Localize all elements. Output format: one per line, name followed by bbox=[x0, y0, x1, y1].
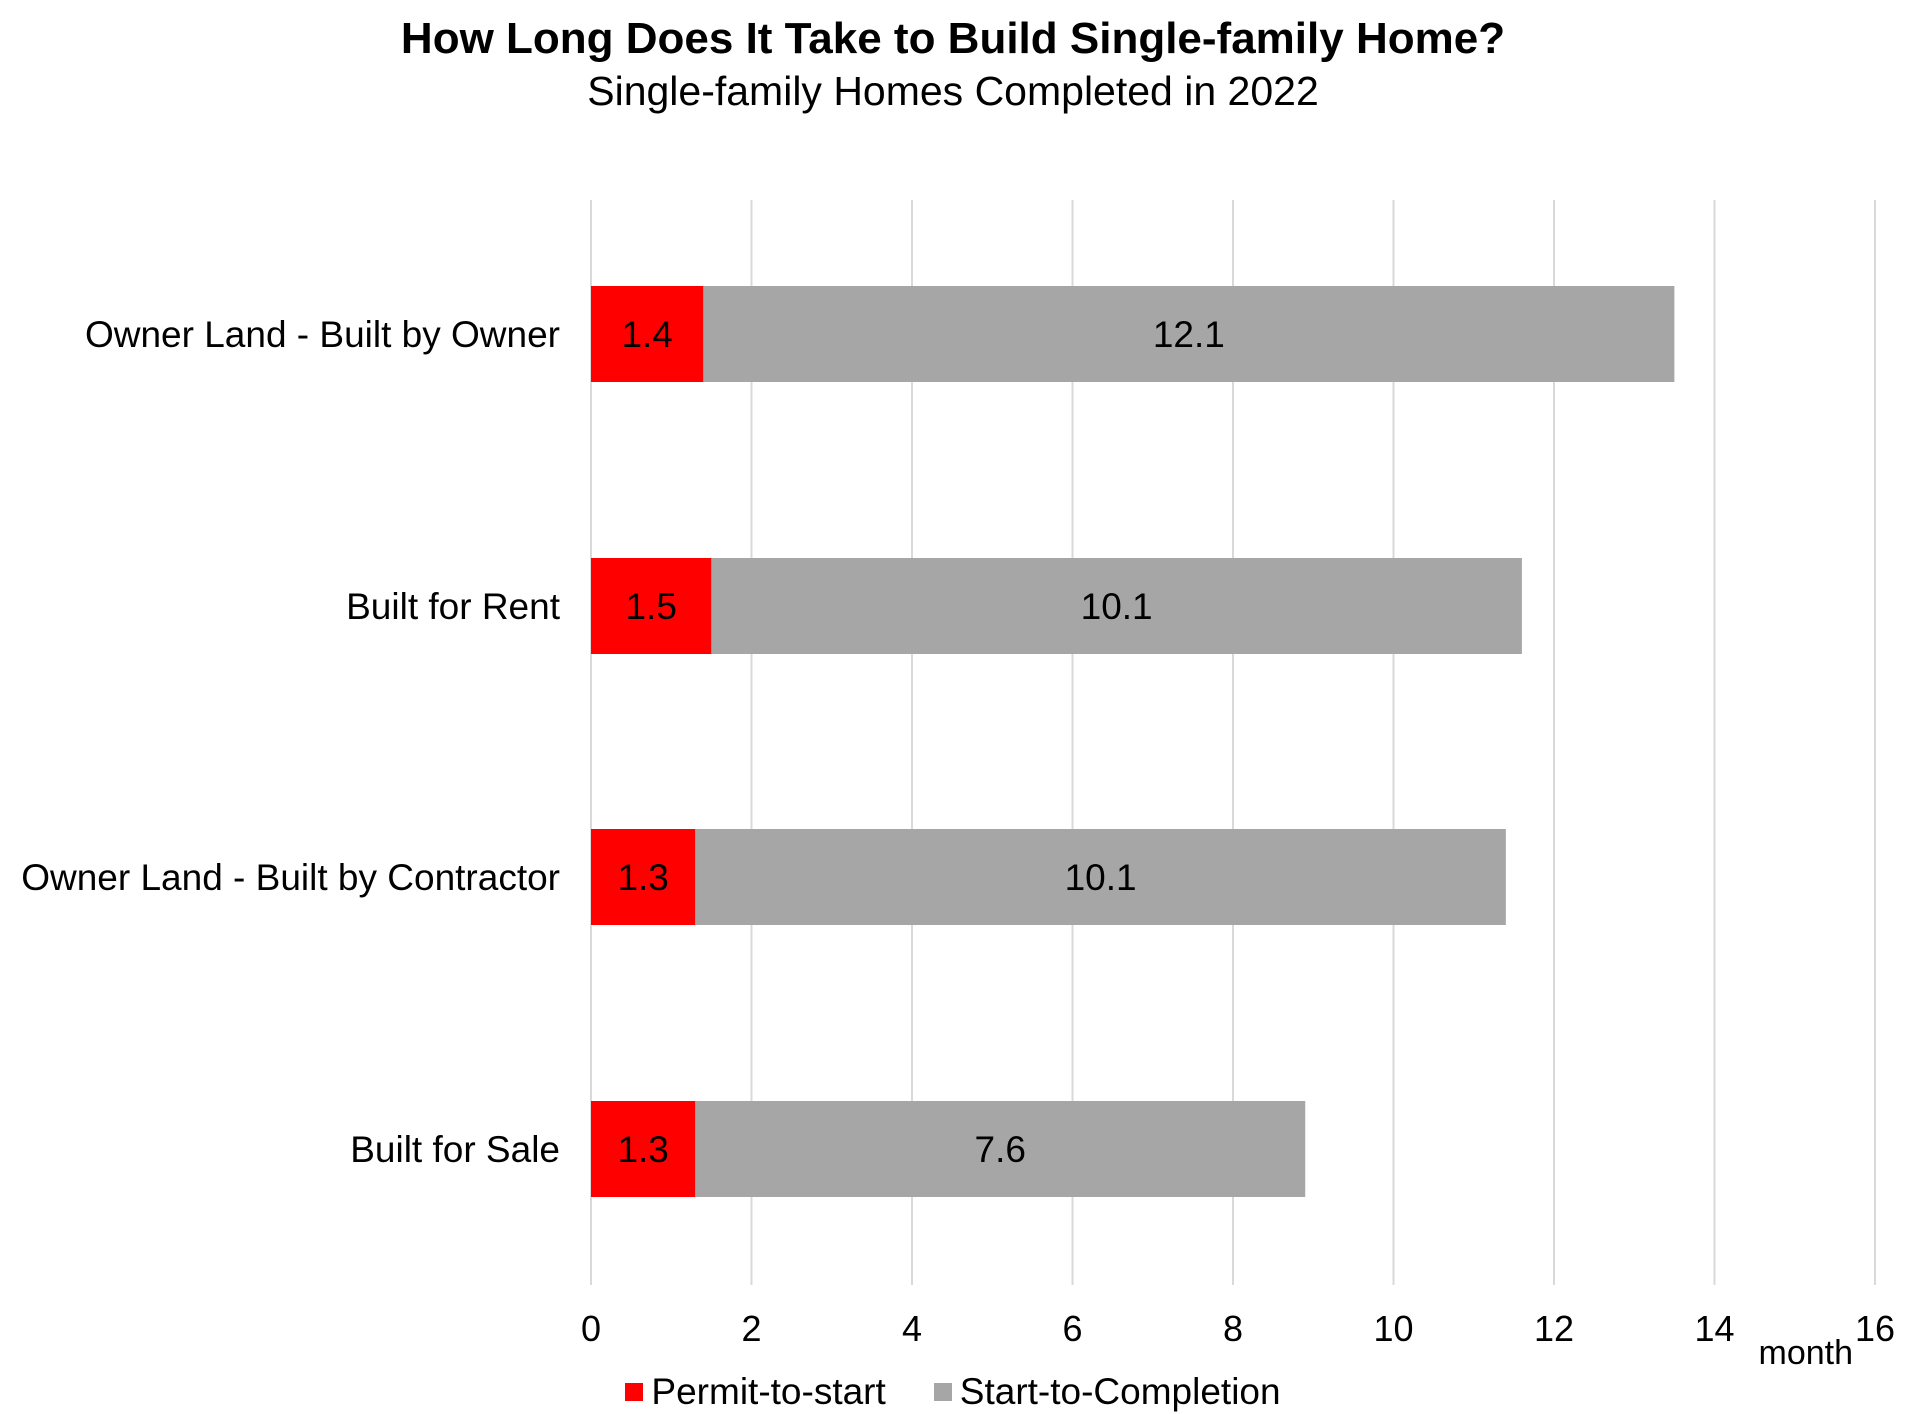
legend: Permit-to-start Start-to-Completion bbox=[0, 1371, 1906, 1413]
x-tick-label-6: 12 bbox=[1534, 1308, 1574, 1349]
chart-title: How Long Does It Take to Build Single-fa… bbox=[400, 14, 1506, 63]
chart-subtitle: Single-family Homes Completed in 2022 bbox=[587, 68, 1319, 114]
bars bbox=[591, 286, 1675, 1197]
legend-swatch-start-to-completion bbox=[933, 1383, 952, 1401]
category-label-built-for-sale: Built for Sale bbox=[350, 1129, 560, 1170]
data-labels: 1.4 12.1 1.5 10.1 1.3 10.1 1.3 7.6 bbox=[617, 314, 1224, 1170]
x-tick-label-0: 0 bbox=[581, 1308, 601, 1349]
x-tick-label-7: 14 bbox=[1694, 1308, 1734, 1349]
bar-permit-to-start-built-for-rent bbox=[591, 558, 712, 654]
bar-start-to-completion-owner-land-built-by-owner bbox=[703, 286, 1675, 382]
bar-start-to-completion-owner-land-built-by-contractor bbox=[695, 829, 1506, 925]
bar-permit-to-start-owner-land-built-by-owner bbox=[591, 286, 704, 382]
x-tick-label-4: 8 bbox=[1223, 1308, 1243, 1349]
legend-label-permit-to-start: Permit-to-start bbox=[651, 1371, 886, 1412]
bar-start-to-completion-built-for-sale bbox=[695, 1101, 1306, 1197]
legend-swatch-permit-to-start bbox=[625, 1383, 644, 1401]
data-label-start-to-completion-owner-land-built-by-owner: 12.1 bbox=[1153, 314, 1225, 355]
legend-label-start-to-completion: Start-to-Completion bbox=[959, 1371, 1281, 1412]
data-label-permit-to-start-built-for-sale: 1.3 bbox=[617, 1129, 668, 1170]
legend-item-start-to-completion: Start-to-Completion bbox=[933, 1371, 1281, 1413]
data-label-start-to-completion-owner-land-built-by-contractor: 10.1 bbox=[1065, 857, 1137, 898]
x-tick-label-1: 2 bbox=[741, 1308, 761, 1349]
x-tick-label-5: 10 bbox=[1373, 1308, 1413, 1349]
bar-permit-to-start-built-for-sale bbox=[591, 1101, 696, 1197]
x-tick-label-2: 4 bbox=[902, 1308, 922, 1349]
bar-start-to-completion-built-for-rent bbox=[711, 558, 1522, 654]
category-label-owner-land-built-by-owner: Owner Land - Built by Owner bbox=[85, 314, 560, 355]
category-label-built-for-rent: Built for Rent bbox=[346, 586, 561, 627]
x-tick-label-3: 6 bbox=[1062, 1308, 1082, 1349]
x-axis-unit-label: month bbox=[1759, 1334, 1854, 1372]
category-label-owner-land-built-by-contractor: Owner Land - Built by Contractor bbox=[21, 857, 560, 898]
category-labels: Owner Land - Built by Owner Built for Ren… bbox=[21, 314, 561, 1170]
x-tick-label-8: 16 bbox=[1855, 1308, 1895, 1349]
legend-item-permit-to-start: Permit-to-start bbox=[625, 1371, 886, 1413]
data-label-permit-to-start-owner-land-built-by-owner: 1.4 bbox=[621, 314, 672, 355]
data-label-start-to-completion-built-for-sale: 7.6 bbox=[975, 1129, 1026, 1170]
x-tick-labels: 0 2 4 6 8 10 12 14 16 bbox=[581, 1308, 1895, 1349]
data-label-permit-to-start-built-for-rent: 1.5 bbox=[625, 586, 676, 627]
bar-permit-to-start-owner-land-built-by-contractor bbox=[591, 829, 696, 925]
data-label-start-to-completion-built-for-rent: 10.1 bbox=[1081, 586, 1153, 627]
data-label-permit-to-start-owner-land-built-by-contractor: 1.3 bbox=[617, 857, 668, 898]
